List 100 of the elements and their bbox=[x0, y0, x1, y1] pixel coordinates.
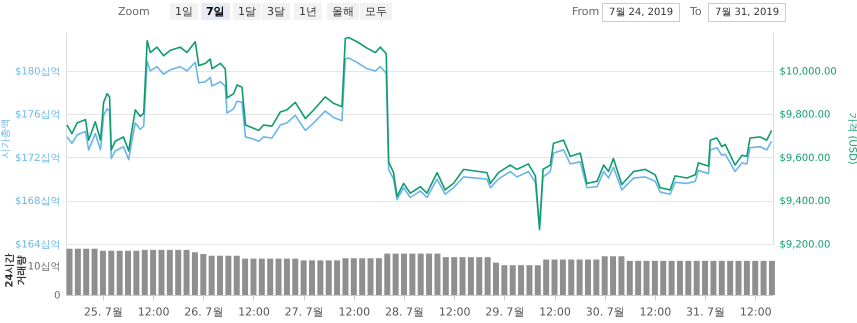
text: 1달 bbox=[233, 3, 261, 20]
bar bbox=[426, 254, 432, 295]
bar bbox=[460, 257, 466, 295]
x-tick-label: 12:00 bbox=[438, 306, 471, 318]
y-tick-label: $164십억 bbox=[15, 240, 60, 250]
bar bbox=[635, 260, 642, 295]
bar bbox=[510, 265, 516, 295]
text: 1일 bbox=[170, 3, 198, 20]
text: Zoom bbox=[118, 4, 150, 20]
text: 올해 bbox=[327, 3, 359, 20]
y-tick-label: $180십억 bbox=[15, 66, 60, 78]
x-tick-label: 12:00 bbox=[640, 306, 672, 318]
text: 7월 31, 2019 bbox=[708, 3, 786, 22]
x-tick-label: 27. 7월 bbox=[284, 306, 324, 318]
bar bbox=[727, 260, 734, 295]
bar bbox=[208, 256, 215, 295]
text: 7월 24, 2019 bbox=[602, 3, 680, 22]
y2-tick-label: $9,200.00 bbox=[780, 240, 830, 250]
bar bbox=[752, 260, 758, 295]
bar bbox=[576, 259, 583, 295]
text: 1년 bbox=[294, 3, 322, 20]
bar bbox=[326, 260, 332, 295]
x-tick-label: 12:00 bbox=[338, 306, 370, 318]
bar bbox=[418, 254, 424, 295]
bar bbox=[702, 260, 708, 295]
bar bbox=[568, 259, 574, 295]
bar bbox=[484, 257, 491, 295]
bar bbox=[668, 260, 675, 295]
bar bbox=[200, 254, 206, 295]
y2-tick-label: $9,800.00 bbox=[780, 110, 830, 121]
bar bbox=[492, 262, 499, 295]
bar bbox=[760, 260, 767, 295]
bar bbox=[350, 258, 357, 295]
x-tick-label: 12:00 bbox=[138, 306, 170, 318]
bar bbox=[158, 250, 164, 295]
bar bbox=[317, 260, 324, 295]
bar bbox=[66, 248, 72, 295]
bar bbox=[660, 260, 666, 295]
bar bbox=[534, 265, 541, 295]
bar bbox=[400, 254, 407, 295]
bar bbox=[501, 265, 508, 295]
y-tick-label: 0 bbox=[54, 290, 60, 302]
bar bbox=[116, 250, 123, 295]
bar bbox=[468, 257, 474, 295]
bar bbox=[234, 256, 240, 295]
bar bbox=[718, 260, 725, 295]
bar bbox=[710, 260, 716, 295]
y-axis-title: 시가총액 bbox=[0, 118, 12, 158]
bar bbox=[267, 258, 274, 295]
x-tick-label: 30. 7월 bbox=[586, 306, 625, 318]
bar bbox=[300, 260, 307, 295]
bar bbox=[560, 259, 566, 295]
x-tick-label: 12:00 bbox=[740, 306, 772, 318]
bar bbox=[685, 260, 692, 295]
x-tick-label: 12:00 bbox=[539, 306, 571, 318]
text: 7일 bbox=[201, 3, 230, 20]
bar bbox=[652, 260, 658, 295]
bar bbox=[142, 250, 148, 295]
bar bbox=[83, 248, 90, 295]
y2-tick-label: $9,600.00 bbox=[780, 152, 830, 164]
text: 3달 bbox=[262, 3, 290, 20]
bar bbox=[242, 258, 248, 295]
bar bbox=[342, 258, 348, 295]
bar bbox=[392, 254, 399, 295]
y-tick-label: 10십억 bbox=[28, 262, 60, 273]
bar bbox=[694, 260, 700, 295]
bar bbox=[334, 260, 340, 295]
bar bbox=[184, 250, 190, 295]
y2-tick-label: $10,000.00 bbox=[780, 66, 837, 78]
bar bbox=[552, 259, 558, 295]
bar bbox=[543, 259, 550, 295]
text: From bbox=[572, 4, 600, 20]
bar bbox=[175, 250, 182, 295]
bar bbox=[409, 254, 416, 295]
y-tick-label: $176십억 bbox=[15, 110, 60, 121]
bar bbox=[584, 259, 591, 295]
bar bbox=[768, 260, 775, 295]
bar bbox=[676, 260, 683, 295]
bar bbox=[92, 248, 98, 295]
bar bbox=[476, 257, 482, 295]
bar bbox=[434, 254, 440, 295]
bar bbox=[736, 260, 742, 295]
bar bbox=[368, 258, 374, 295]
y-tick-label: $168십억 bbox=[15, 196, 60, 208]
bar bbox=[442, 257, 449, 295]
bar bbox=[100, 250, 106, 295]
text: To bbox=[690, 4, 702, 20]
bar bbox=[602, 256, 608, 295]
bar bbox=[518, 265, 524, 295]
bar bbox=[250, 258, 256, 295]
bar bbox=[618, 256, 624, 295]
bar bbox=[217, 256, 224, 295]
bar bbox=[258, 258, 265, 295]
y2-axis-title: 가격 (USD) bbox=[846, 112, 857, 165]
bar bbox=[292, 258, 298, 295]
x-tick-label: 12:00 bbox=[238, 306, 270, 318]
y-axis-title: 24시간 거래량 bbox=[4, 254, 28, 288]
bar bbox=[384, 254, 390, 295]
bar bbox=[626, 260, 633, 295]
y-tick-label: $172십억 bbox=[15, 152, 60, 164]
